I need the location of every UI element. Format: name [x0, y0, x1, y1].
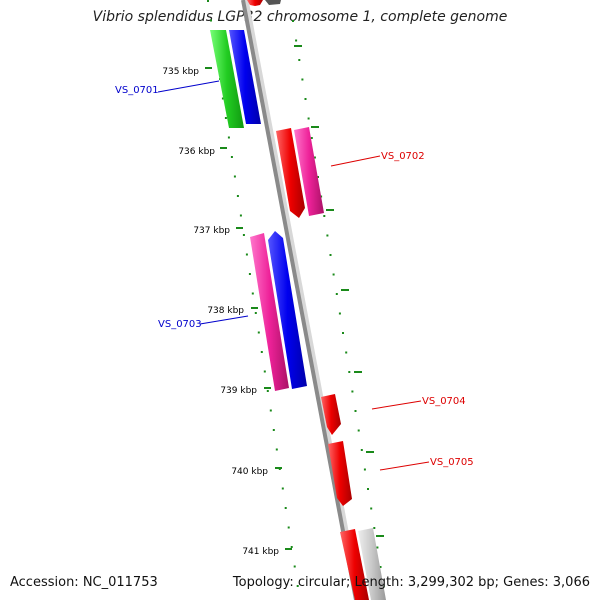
cds-grey-bottom — [358, 528, 386, 600]
gc-dot — [332, 273, 335, 276]
tick-label: 736 kbp — [178, 147, 215, 157]
gc-dot — [370, 507, 373, 510]
gene-label-vs0701: VS_0701 — [115, 85, 159, 96]
gc-dot — [263, 370, 266, 373]
cds-red-0705 — [328, 441, 352, 506]
gc-dot — [245, 253, 248, 256]
callout-line-0701 — [157, 80, 220, 93]
gc-dot — [345, 351, 348, 354]
gc-dot — [272, 429, 275, 431]
topology-summary: Topology: circular; Length: 3,299,302 bp… — [232, 575, 590, 590]
gene-label-vs0702: VS_0702 — [381, 151, 425, 162]
gc-dot — [275, 448, 278, 451]
gc-dot — [224, 117, 227, 119]
gc-dot — [296, 585, 299, 587]
gc-dot — [233, 175, 236, 178]
gc-dot — [257, 331, 260, 334]
gc-dot — [382, 585, 385, 588]
gc-dot — [227, 136, 230, 139]
gc-dot — [301, 78, 304, 81]
gc-dot — [338, 312, 341, 315]
gc-dot — [248, 273, 251, 275]
callout-line-0702 — [330, 155, 381, 167]
gc-dot — [242, 234, 245, 236]
gc-dot — [351, 390, 354, 393]
gc-dot — [269, 409, 272, 412]
gc-dot — [236, 195, 239, 197]
accession-text: Accession: NC_011753 — [10, 575, 158, 590]
gc-dot — [284, 507, 287, 509]
gc-dot — [348, 371, 351, 373]
gc-dot — [298, 59, 301, 61]
tick-label: 739 kbp — [220, 386, 257, 396]
cds-blue-0703 — [268, 231, 307, 389]
cds-pink-0703 — [250, 233, 289, 391]
gc-dot — [379, 566, 382, 568]
tick-group: 735 kbp 736 kbp 737 kbp 738 kbp 739 kbp … — [162, 67, 292, 557]
outer-ticks — [294, 45, 384, 537]
gc-dot — [207, 0, 209, 2]
gc-skew-dots-right — [292, 20, 385, 588]
gc-dot — [221, 97, 224, 100]
gc-dot — [266, 390, 269, 392]
gene-label-vs0705: VS_0705 — [430, 457, 474, 468]
gc-dot — [260, 351, 263, 353]
gc-dot — [313, 156, 316, 159]
gene-callouts: VS_0701 VS_0702 VS_0703 VS_0704 VS_0705 — [115, 80, 474, 471]
gc-dot — [329, 254, 332, 256]
gene-label-vs0703: VS_0703 — [158, 319, 202, 330]
cds-red-bottom — [340, 529, 369, 600]
gc-dot — [287, 526, 290, 529]
tick-label: 740 kbp — [231, 467, 268, 477]
gc-dot — [281, 487, 284, 490]
cds-red-0704 — [321, 394, 341, 435]
gc-dot — [304, 98, 307, 100]
gc-dot — [254, 312, 257, 314]
gc-dot — [342, 332, 344, 334]
callout-line-0703 — [199, 315, 249, 325]
gc-dot — [360, 449, 363, 451]
cds-top-grey — [265, 0, 281, 5]
backbone-line — [241, 0, 358, 600]
gc-dot — [310, 137, 313, 139]
gc-dot — [376, 546, 379, 549]
gc-dot — [290, 546, 293, 548]
gc-dot — [292, 20, 294, 22]
cds-blue-0701 — [229, 30, 261, 124]
tick-label: 735 kbp — [162, 67, 199, 77]
gc-dot — [323, 215, 326, 217]
gc-dot — [373, 527, 376, 529]
callout-line-0705 — [379, 461, 430, 471]
gc-dot — [210, 19, 212, 22]
cds-green — [210, 30, 244, 128]
gc-dot — [295, 39, 298, 42]
gc-dot — [307, 117, 310, 120]
gc-dot — [326, 234, 329, 237]
gc-dot — [251, 292, 254, 295]
feature-glyphs — [210, 0, 386, 600]
gc-dot — [357, 429, 360, 432]
gc-dot — [293, 565, 296, 568]
gc-dot — [335, 293, 338, 295]
cds-pink-0702 — [294, 127, 324, 216]
callout-line-0704 — [371, 400, 422, 410]
gc-dot — [239, 214, 242, 217]
gene-label-vs0704: VS_0704 — [422, 396, 466, 407]
gc-dot — [317, 176, 319, 178]
gc-dot — [367, 488, 369, 490]
cds-red-0702 — [276, 128, 305, 218]
map-title: Vibrio splendidus LGP32 chromosome 1, co… — [92, 9, 508, 25]
gc-dot — [354, 410, 357, 412]
tick-label: 737 kbp — [193, 226, 230, 236]
tick-label: 741 kbp — [242, 547, 279, 557]
gc-dot — [363, 468, 366, 471]
gc-skew-dots-left — [207, 0, 299, 587]
tick-label: 738 kbp — [207, 306, 244, 316]
cds-top-red — [247, 0, 263, 6]
gc-dot — [230, 156, 233, 158]
